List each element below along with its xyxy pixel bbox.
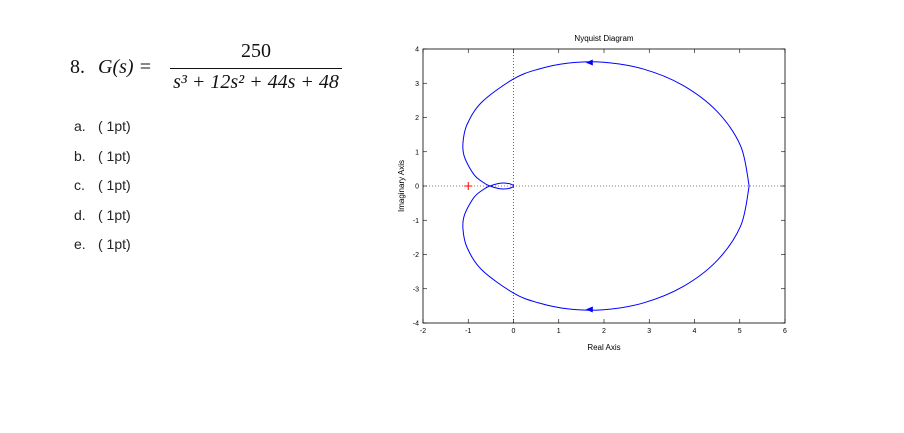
y-tick-label: -1 <box>413 218 419 225</box>
lhs: G(s) = <box>98 56 153 78</box>
x-tick-label: 4 <box>693 328 697 335</box>
x-tick-label: 2 <box>602 328 606 335</box>
y-tick-label: 1 <box>415 149 419 156</box>
item-letter: b. <box>74 147 86 164</box>
item-letter: c. <box>74 177 85 193</box>
x-tick-label: 3 <box>647 328 651 335</box>
x-tick-label: 1 <box>557 328 561 335</box>
question-number: 8. <box>70 56 85 78</box>
chart-title: Nyquist Diagram <box>574 34 633 43</box>
item-points: ( 1pt) <box>98 206 131 223</box>
y-tick-label: 2 <box>415 115 419 122</box>
x-axis-label: Real Axis <box>587 343 620 352</box>
x-tick-label: -1 <box>465 328 471 335</box>
critical-point <box>464 182 473 190</box>
y-tick-label: -3 <box>413 286 419 293</box>
direction-arrow <box>585 306 593 313</box>
y-tick-label: 3 <box>415 81 419 88</box>
item-points: ( 1pt) <box>98 177 131 193</box>
denominator: s³ + 12s² + 44s + 48 <box>173 71 339 93</box>
item-points: ( 1pt) <box>98 236 131 252</box>
item-letter: a. <box>74 118 86 134</box>
numerator: 250 <box>241 40 271 62</box>
y-tick-label: 0 <box>415 184 419 191</box>
x-tick-label: 6 <box>783 328 787 335</box>
y-tick-label: -4 <box>413 321 419 328</box>
y-tick-label: 4 <box>415 47 419 54</box>
y-tick-label: -2 <box>413 252 419 259</box>
nyquist-curve <box>462 61 750 311</box>
item-points: ( 1pt) <box>98 147 131 164</box>
y-axis-label: Imaginary Axis <box>397 160 406 212</box>
item-letter: d. <box>74 206 86 223</box>
item-points: ( 1pt) <box>98 118 131 134</box>
x-tick-label: -2 <box>420 328 426 335</box>
x-tick-label: 5 <box>738 328 742 335</box>
x-tick-label: 0 <box>512 328 516 335</box>
item-letter: e. <box>74 236 86 252</box>
fraction-bar <box>170 68 342 69</box>
direction-arrow <box>585 59 593 66</box>
